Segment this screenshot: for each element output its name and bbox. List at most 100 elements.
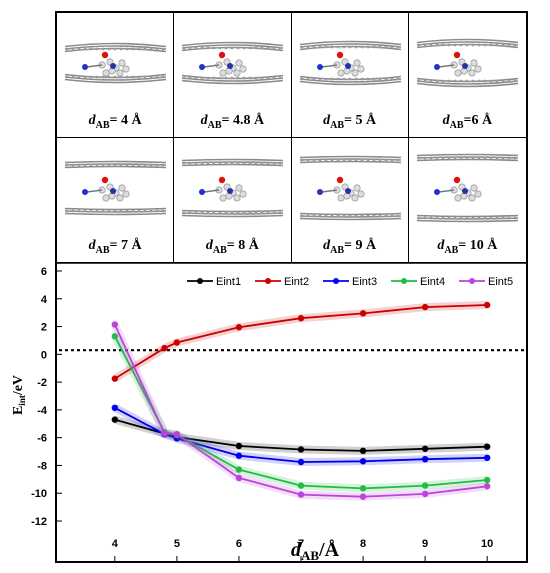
series-Eint2 bbox=[111, 301, 491, 383]
caption-value: = 7 Å bbox=[109, 238, 142, 254]
data-point bbox=[359, 493, 367, 500]
caption-subscript: AB bbox=[444, 245, 459, 256]
caption-value: = 8 Å bbox=[226, 238, 259, 254]
data-point bbox=[421, 490, 429, 498]
distance-caption: dAB= 5 Å bbox=[292, 113, 408, 131]
data-point bbox=[421, 303, 429, 311]
legend-label: Eint3 bbox=[352, 276, 377, 288]
caption-subscript: AB bbox=[449, 120, 464, 131]
data-point bbox=[359, 485, 367, 492]
structure-panel: dAB= 5 Å bbox=[291, 13, 409, 138]
caption-symbol: d bbox=[437, 238, 445, 254]
caption-symbol: d bbox=[442, 113, 450, 129]
molecule bbox=[316, 176, 365, 202]
caption-value: = 4 Å bbox=[109, 113, 142, 129]
structure-illustration bbox=[182, 158, 284, 218]
lower-graphene-sheet bbox=[299, 212, 401, 221]
structure-panel: dAB=6 Å bbox=[408, 13, 526, 138]
data-point bbox=[297, 491, 305, 498]
caption-value: = 9 Å bbox=[344, 238, 377, 254]
lower-graphene-sheet bbox=[64, 207, 167, 216]
data-point bbox=[359, 447, 367, 455]
caption-subscript: AB bbox=[207, 120, 222, 131]
data-point bbox=[483, 301, 491, 309]
molecule bbox=[82, 176, 130, 202]
upper-graphene-sheet bbox=[64, 42, 167, 53]
caption-symbol: d bbox=[205, 238, 213, 254]
caption-value: = 4.8 Å bbox=[221, 113, 265, 129]
data-point bbox=[111, 404, 119, 412]
data-point bbox=[235, 324, 243, 331]
y-tick-label: -10 bbox=[31, 488, 47, 500]
molecule bbox=[82, 51, 130, 77]
caption-symbol: d bbox=[323, 113, 331, 129]
caption-subscript: AB bbox=[95, 245, 110, 256]
caption-symbol: d bbox=[88, 113, 96, 129]
data-point bbox=[111, 333, 119, 340]
caption-subscript: AB bbox=[212, 245, 227, 256]
y-tick-label: -12 bbox=[31, 516, 47, 528]
legend-label: Eint1 bbox=[216, 276, 241, 288]
structure-illustration bbox=[182, 41, 284, 85]
data-point bbox=[173, 339, 181, 346]
series-Eint5 bbox=[111, 321, 491, 501]
structure-illustration bbox=[64, 160, 167, 216]
distance-caption: dAB= 4.8 Å bbox=[174, 113, 290, 131]
data-point bbox=[483, 483, 491, 490]
structure-illustration bbox=[299, 40, 401, 86]
legend-label: Eint2 bbox=[284, 276, 309, 288]
y-tick-label: 0 bbox=[41, 349, 47, 361]
data-point bbox=[359, 458, 367, 465]
structure-panel: dAB= 4 Å bbox=[57, 13, 175, 138]
caption-subscript: AB bbox=[330, 120, 345, 131]
molecule bbox=[199, 176, 247, 202]
upper-graphene-sheet bbox=[182, 41, 284, 52]
lower-graphene-sheet bbox=[64, 73, 167, 84]
data-point bbox=[483, 476, 491, 484]
data-point bbox=[421, 482, 429, 489]
data-point bbox=[111, 416, 119, 423]
data-point bbox=[173, 430, 181, 438]
y-tick-label: 2 bbox=[41, 322, 47, 334]
data-point bbox=[235, 442, 243, 450]
caption-symbol: d bbox=[200, 113, 208, 129]
data-point bbox=[235, 474, 243, 482]
structure-panel: dAB= 4.8 Å bbox=[174, 13, 292, 138]
data-point bbox=[297, 315, 305, 322]
upper-graphene-sheet bbox=[299, 40, 401, 51]
data-point bbox=[235, 452, 243, 459]
structure-illustration bbox=[416, 153, 518, 223]
caption-value: =6 Å bbox=[463, 113, 493, 129]
legend-marker bbox=[401, 278, 407, 284]
legend-marker bbox=[333, 278, 339, 284]
upper-graphene-sheet bbox=[416, 153, 518, 162]
caption-value: = 5 Å bbox=[344, 113, 377, 129]
caption-subscript: AB bbox=[330, 245, 345, 256]
data-point bbox=[161, 344, 168, 352]
distance-caption: dAB= 4 Å bbox=[57, 113, 173, 131]
distance-caption: dAB= 8 Å bbox=[174, 238, 290, 256]
caption-subscript: AB bbox=[95, 120, 110, 131]
data-point bbox=[297, 446, 305, 453]
caption-value: = 10 Å bbox=[458, 238, 498, 254]
lower-graphene-sheet bbox=[182, 209, 284, 218]
lower-graphene-sheet bbox=[416, 214, 518, 223]
y-tick-label: 6 bbox=[41, 266, 47, 278]
legend-marker bbox=[469, 278, 475, 284]
molecule bbox=[199, 51, 247, 77]
lower-graphene-sheet bbox=[416, 77, 518, 88]
data-point bbox=[161, 430, 168, 437]
caption-symbol: d bbox=[88, 238, 96, 254]
data-point bbox=[483, 443, 491, 450]
series-Eint4 bbox=[111, 333, 491, 493]
distance-caption: dAB= 9 Å bbox=[292, 238, 408, 256]
data-point bbox=[483, 454, 491, 462]
structure-illustration bbox=[416, 38, 518, 88]
structure-illustration bbox=[299, 155, 401, 221]
data-point bbox=[111, 375, 119, 382]
y-tick-label: 4 bbox=[41, 294, 48, 306]
structure-panel: dAB= 10 Å bbox=[408, 138, 526, 263]
lower-graphene-sheet bbox=[299, 75, 401, 86]
legend-marker bbox=[197, 278, 203, 284]
